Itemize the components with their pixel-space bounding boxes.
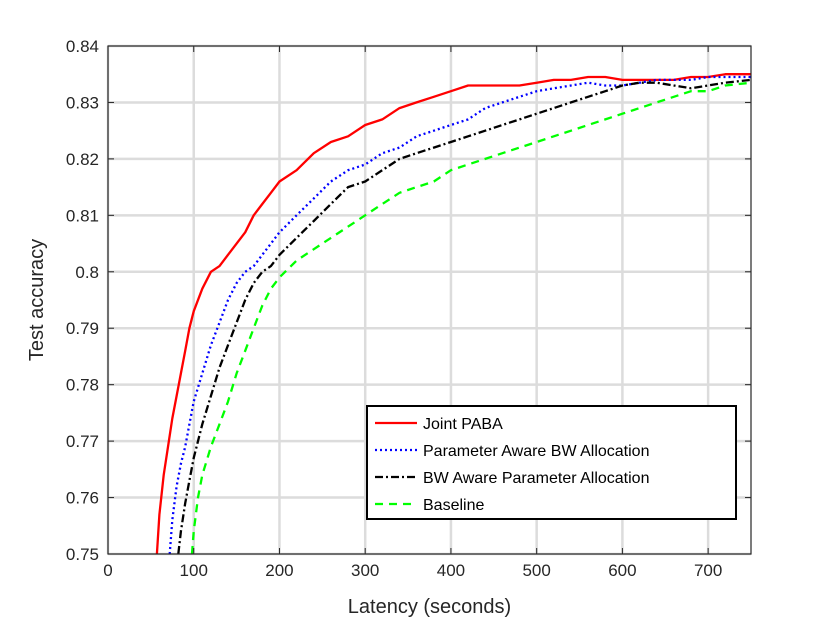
y-axis-label: Test accuracy [26, 239, 48, 361]
y-tick-label: 0.78 [66, 376, 99, 395]
legend-label-3: Baseline [423, 497, 484, 514]
x-tick-label: 500 [522, 561, 550, 580]
y-tick-label: 0.79 [66, 319, 99, 338]
x-tick-label: 300 [351, 561, 379, 580]
legend: Joint PABA Parameter Aware BW Allocation B… [366, 405, 737, 520]
x-tick-label: 200 [265, 561, 293, 580]
legend-label-2: BW Aware Parameter Allocation [423, 470, 649, 487]
y-tick-label: 0.82 [66, 150, 99, 169]
series-line-2 [177, 78, 751, 554]
y-tick-label: 0.84 [66, 37, 99, 56]
legend-label-1: Parameter Aware BW Allocation [423, 443, 649, 460]
x-tick-label: 0 [103, 561, 112, 580]
y-axis-ticks: 0.75 0.76 0.77 0.78 0.79 0.8 0.81 0.82 0.83 0.84 [66, 37, 751, 564]
y-tick-label: 0.77 [66, 432, 99, 451]
legend-box [366, 405, 737, 520]
y-tick-label: 0.8 [75, 263, 99, 282]
series-line-0 [155, 73, 751, 554]
legend-label-0: Joint PABA [423, 416, 503, 433]
series-layer [155, 73, 751, 554]
plot-frame [107, 45, 752, 555]
series-line-3 [190, 81, 751, 554]
x-axis-ticks: 0 100 200 300 400 500 600 700 [103, 46, 722, 580]
x-tick-label: 400 [437, 561, 465, 580]
x-tick-label: 700 [694, 561, 722, 580]
x-tick-label: 100 [180, 561, 208, 580]
y-tick-label: 0.76 [66, 489, 99, 508]
y-tick-label: 0.83 [66, 93, 99, 112]
y-tick-label: 0.81 [66, 206, 99, 225]
x-axis-label: Latency (seconds) [348, 596, 511, 618]
y-tick-label: 0.75 [66, 545, 99, 564]
x-tick-label: 600 [608, 561, 636, 580]
